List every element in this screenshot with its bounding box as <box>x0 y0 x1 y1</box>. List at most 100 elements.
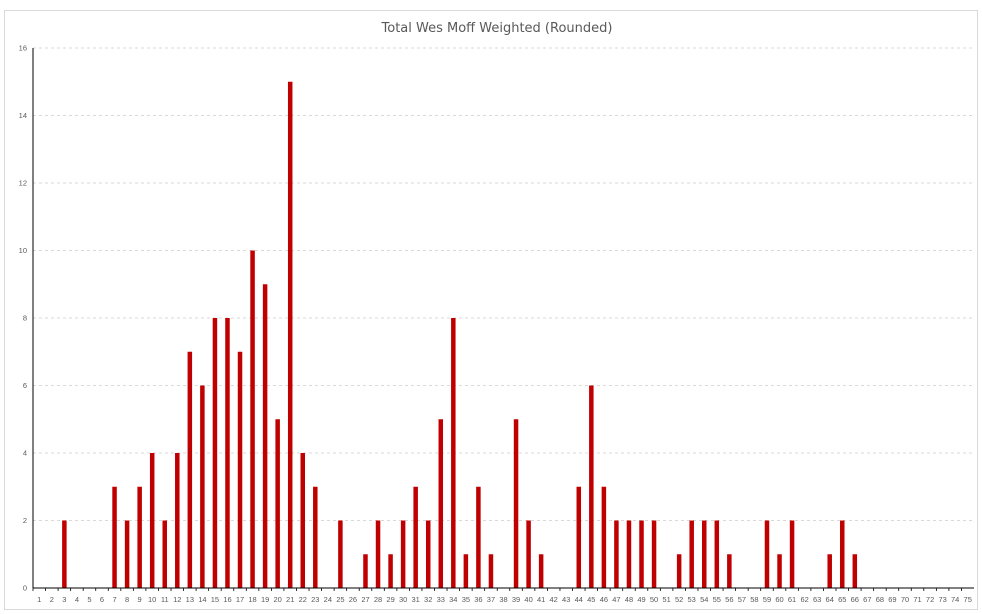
x-tick-label: 19 <box>261 595 269 604</box>
bar-25 <box>338 520 343 588</box>
x-tick-label: 74 <box>951 595 959 604</box>
x-tick-label: 42 <box>550 595 558 604</box>
bar-28 <box>375 520 381 588</box>
x-tick-label: 66 <box>851 595 859 604</box>
x-tick-label: 23 <box>311 595 319 604</box>
y-tick-label: 14 <box>19 111 27 120</box>
bar-44 <box>576 486 582 588</box>
x-tick-label: 53 <box>688 595 696 604</box>
bar-48 <box>626 520 632 588</box>
x-tick-label: 59 <box>763 595 771 604</box>
bar-19 <box>262 284 268 588</box>
x-tick-label: 69 <box>888 595 896 604</box>
bar-39 <box>513 419 519 588</box>
y-tick-label: 0 <box>23 584 27 593</box>
x-tick-label: 39 <box>512 595 520 604</box>
x-tick-label: 71 <box>913 595 921 604</box>
y-tick-labels: 0 2 4 6 8 10 12 14 16 <box>19 44 27 593</box>
bar-27 <box>363 554 368 588</box>
x-tick-label: 11 <box>161 595 169 604</box>
x-tick-label: 60 <box>775 595 783 604</box>
bar-64 <box>827 554 832 588</box>
chart-border <box>4 10 978 610</box>
x-tick-label: 1 <box>37 595 41 604</box>
x-tick-label: 2 <box>50 595 54 604</box>
x-tick-label: 32 <box>424 595 432 604</box>
bar-10 <box>149 453 155 588</box>
x-tick-label: 5 <box>87 595 91 604</box>
x-tick-label: 56 <box>725 595 733 604</box>
bar-7 <box>112 486 117 588</box>
bar-14 <box>200 385 205 588</box>
x-tick-label: 44 <box>575 595 583 604</box>
x-tick-label: 64 <box>826 595 834 604</box>
bar-32 <box>425 520 431 588</box>
y-tick-label: 10 <box>19 246 27 255</box>
x-tick-label: 70 <box>901 595 909 604</box>
bar-55 <box>714 520 720 588</box>
gridlines <box>33 47 974 521</box>
bar-18 <box>250 250 255 588</box>
bar-66 <box>852 554 858 588</box>
bar-54 <box>701 520 707 588</box>
x-tick-label: 35 <box>462 595 470 604</box>
bar-33 <box>438 419 444 588</box>
bar-17 <box>237 351 243 588</box>
bar-65 <box>840 520 845 588</box>
x-tick-label: 54 <box>700 595 708 604</box>
x-tick-label: 43 <box>562 595 570 604</box>
y-tick-label: 2 <box>23 516 27 525</box>
x-tick-label: 26 <box>349 595 357 604</box>
x-tick-label: 34 <box>449 595 457 604</box>
x-tick-label: 40 <box>524 595 532 604</box>
x-tick-label: 75 <box>964 595 972 604</box>
x-tick-label: 21 <box>286 595 294 604</box>
x-tick-label: 20 <box>273 595 281 604</box>
x-tick-label: 18 <box>248 595 256 604</box>
x-tick-label: 8 <box>125 595 129 604</box>
x-tick-label: 51 <box>662 595 670 604</box>
x-tick-label: 33 <box>437 595 445 604</box>
bar-56 <box>727 554 732 588</box>
x-tick-label: 16 <box>223 595 231 604</box>
x-tick-label: 57 <box>738 595 746 604</box>
bar-15 <box>212 318 218 588</box>
bar-8 <box>124 520 130 588</box>
x-tick-label: 12 <box>173 595 181 604</box>
bar-52 <box>676 554 682 588</box>
y-tick-label: 8 <box>23 314 27 323</box>
bar-61 <box>789 520 795 588</box>
bar-29 <box>388 554 393 588</box>
x-tick-label: 3 <box>62 595 66 604</box>
bar-36 <box>476 486 481 588</box>
y-tick-label: 6 <box>23 381 27 390</box>
x-tick-label: 47 <box>612 595 620 604</box>
bar-53 <box>689 520 694 588</box>
x-tick-label: 52 <box>675 595 683 604</box>
x-tick-label: 48 <box>625 595 633 604</box>
bar-47 <box>614 520 619 588</box>
x-tick-label: 14 <box>198 595 206 604</box>
bar-35 <box>463 554 469 588</box>
x-tick-label: 31 <box>412 595 420 604</box>
x-tick-label: 9 <box>138 595 142 604</box>
x-tick-label: 67 <box>863 595 871 604</box>
bar-46 <box>601 486 607 588</box>
bar-41 <box>538 554 544 588</box>
bar-21 <box>287 81 293 588</box>
x-tick-label: 13 <box>186 595 194 604</box>
bar-34 <box>451 318 456 588</box>
bar-60 <box>777 554 782 588</box>
chart-title: Total Wes Moff Weighted (Rounded) <box>381 21 613 36</box>
x-tick-label: 72 <box>926 595 934 604</box>
bar-31 <box>413 486 418 588</box>
x-tick-label: 55 <box>713 595 721 604</box>
x-tick-label: 4 <box>75 595 79 604</box>
y-tick-label: 4 <box>23 449 27 458</box>
x-tick-label: 25 <box>336 595 344 604</box>
bar-23 <box>313 486 318 588</box>
x-tick-label: 22 <box>299 595 307 604</box>
bar-22 <box>300 453 306 588</box>
